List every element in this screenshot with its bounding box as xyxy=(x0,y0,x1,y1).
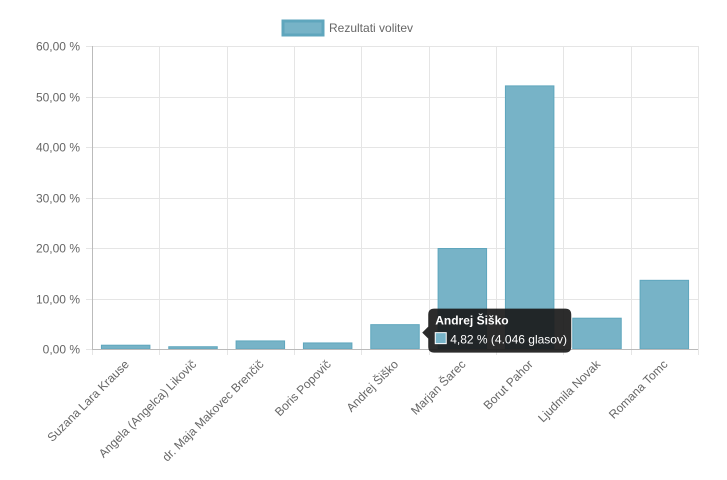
y-tick-labels: 0,00 % 10,00 % 20,00 % 30,00 % 40,00 % 50,00 … xyxy=(36,40,80,357)
tooltip-title: Andrej Šiško xyxy=(435,313,508,328)
bar[interactable] xyxy=(572,317,622,350)
grid-layer xyxy=(86,46,699,355)
bar[interactable] xyxy=(100,344,151,350)
y-tick-label: 60,00 % xyxy=(36,40,80,54)
x-tick-label: Romana Tomc xyxy=(606,357,670,421)
legend-label[interactable]: Rezultati volitev xyxy=(329,21,413,35)
bar[interactable] xyxy=(639,279,690,350)
y-tick-label: 30,00 % xyxy=(36,192,80,206)
legend[interactable]: Rezultati volitev xyxy=(281,19,413,37)
tooltip-body: 4,82 % (4.046 glasov) xyxy=(450,333,567,347)
x-tick-label: Ljudmila Novak xyxy=(535,357,604,426)
x-tick-label: Boris Popovič xyxy=(272,357,334,419)
bar[interactable] xyxy=(504,85,555,350)
tooltip: Andrej Šiško 4,82 % (4.046 glasov) xyxy=(422,308,572,353)
y-tick-label: 0,00 % xyxy=(43,343,81,357)
x-tick-label: Andrej Šiško xyxy=(343,356,401,414)
x-tick-label: Borut Pahor xyxy=(481,357,536,412)
bar[interactable] xyxy=(235,340,286,350)
tooltip-swatch xyxy=(434,332,447,345)
bar[interactable] xyxy=(168,346,218,350)
y-tick-label: 10,00 % xyxy=(36,293,80,307)
bar[interactable] xyxy=(302,342,353,350)
y-tick-label: 50,00 % xyxy=(36,91,80,105)
x-tick-label: Marjan Šarec xyxy=(407,357,468,418)
y-tick-label: 40,00 % xyxy=(36,141,80,155)
axis-layer xyxy=(92,46,698,350)
y-tick-label: 20,00 % xyxy=(36,242,80,256)
bar[interactable] xyxy=(370,324,420,350)
tooltip-background xyxy=(422,308,572,353)
bar-layer xyxy=(100,85,690,350)
legend-swatch[interactable] xyxy=(281,19,325,37)
